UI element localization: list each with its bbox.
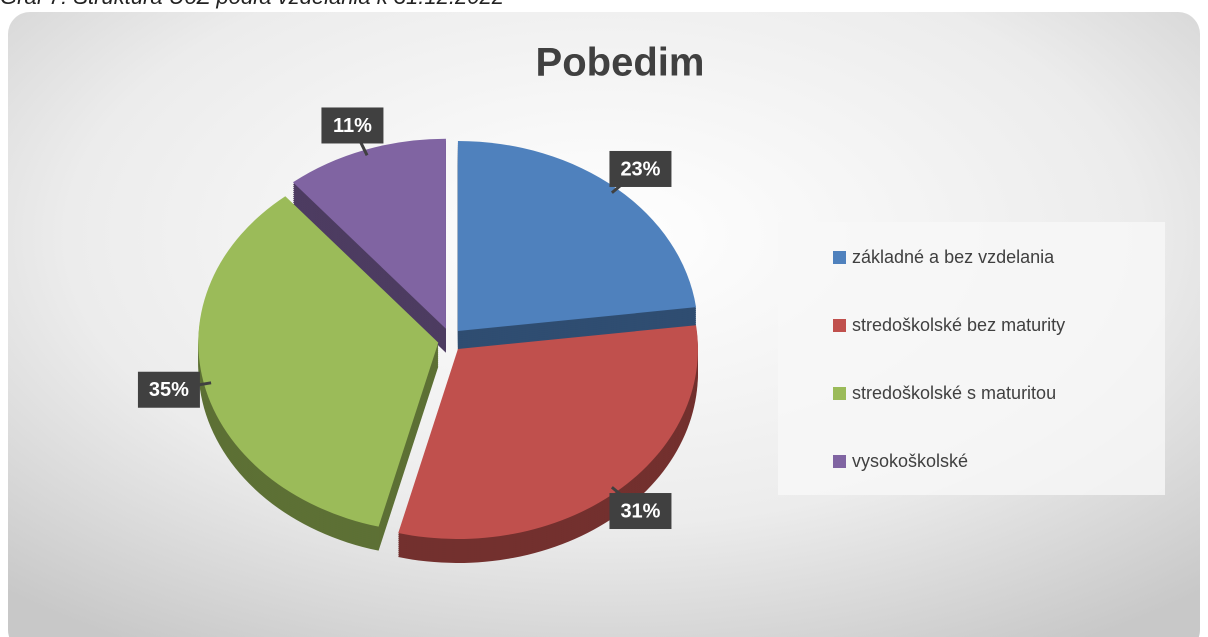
- legend-swatch: [833, 251, 846, 264]
- legend-swatch: [833, 319, 846, 332]
- chart-title: Pobedim: [536, 41, 705, 85]
- legend-box: [778, 222, 1165, 495]
- slice: [198, 196, 439, 527]
- data-label: 11%: [333, 115, 372, 137]
- slice: [292, 138, 446, 329]
- data-label-box: [609, 493, 672, 530]
- legend-label: stredoškolské s maturitou: [852, 383, 1056, 403]
- legend-label: vysokoškolské: [852, 451, 968, 471]
- data-label-box: [321, 107, 384, 144]
- data-label-box: [137, 371, 200, 408]
- slice: [457, 140, 697, 331]
- data-label: 35%: [149, 379, 189, 401]
- data-label-box: [609, 150, 672, 187]
- legend-swatch: [833, 455, 846, 468]
- legend-label: základné a bez vzdelania: [852, 247, 1055, 267]
- data-label: 23%: [620, 158, 660, 180]
- data-label: 31%: [620, 500, 660, 522]
- caption: Graf 7: Štruktúra UoZ podľa vzdelania k …: [0, 0, 504, 9]
- slice: [398, 325, 698, 540]
- legend-swatch: [833, 387, 846, 400]
- legend-label: stredoškolské bez maturity: [852, 315, 1065, 335]
